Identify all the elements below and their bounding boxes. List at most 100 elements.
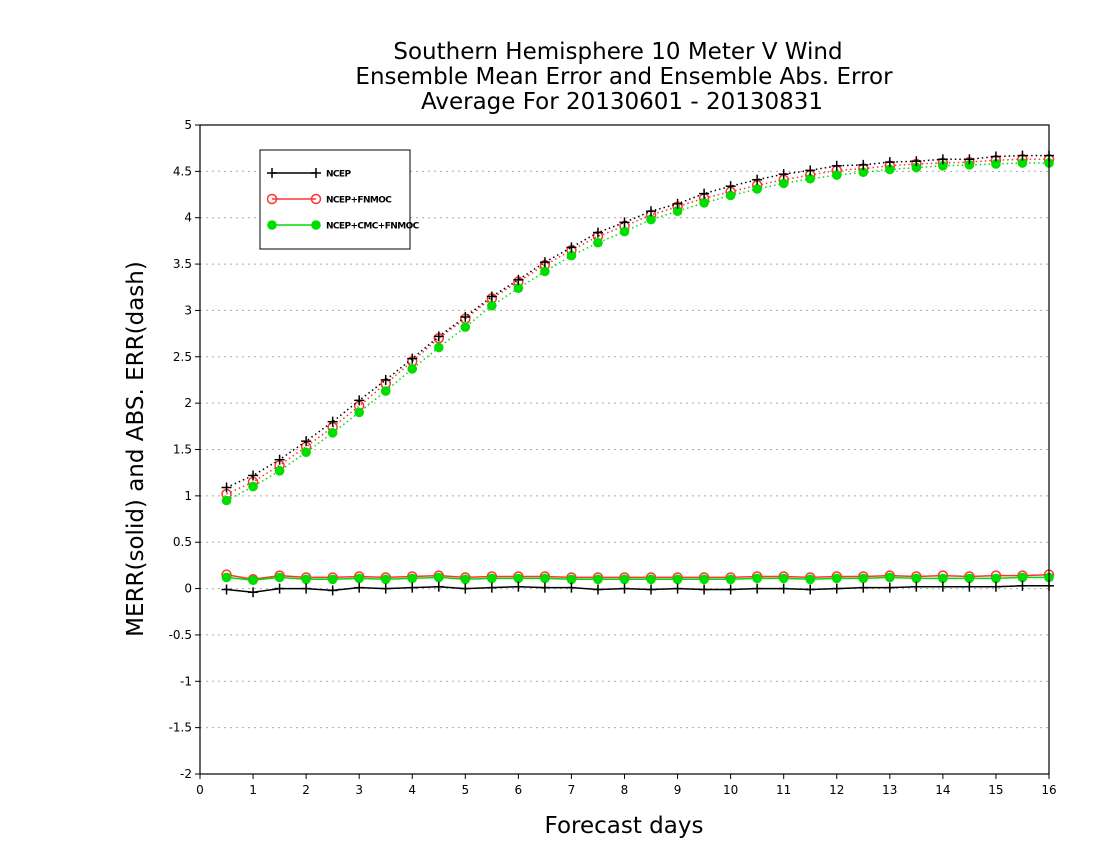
mean-error-point: [433, 581, 444, 592]
title-line-1: Southern Hemisphere 10 Meter V Wind: [393, 39, 842, 65]
abs-error-point: [274, 454, 285, 465]
x-tick-label: 13: [882, 783, 897, 797]
mean-error-point: [858, 573, 869, 584]
x-tick-label: 3: [355, 783, 363, 797]
mean-error-point: [911, 573, 922, 584]
mean-error-point: [433, 572, 444, 583]
mean-error-point: [513, 573, 524, 584]
y-tick-label: -0.5: [169, 628, 192, 642]
legend-marker: [311, 168, 321, 178]
y-tick-label: 1.5: [173, 443, 192, 457]
mean-error-point: [540, 573, 550, 584]
mean-error-point: [964, 581, 975, 592]
mean-error-point: [937, 581, 948, 592]
abs-error-point: [672, 206, 683, 217]
mean-error-point: [805, 574, 816, 585]
x-tick-label: 7: [568, 783, 576, 797]
mean-error-point: [487, 573, 497, 584]
mean-error-point: [380, 583, 391, 594]
abs-error-point: [513, 283, 524, 293]
abs-error-point: [831, 160, 842, 171]
abs-error-point: [433, 331, 444, 342]
x-tick-label: 15: [988, 783, 1003, 797]
abs-error-point: [672, 198, 683, 209]
mean-error-point: [327, 585, 338, 596]
legend-label: NCEP: [326, 170, 351, 180]
x-tick-label: 0: [196, 783, 204, 797]
abs-error-point: [752, 184, 762, 194]
mean-error-point: [407, 582, 418, 593]
abs-error-point: [991, 159, 1001, 169]
mean-error-point: [938, 573, 948, 584]
legend-item-ncep-cmc-fnmoc: NCEP+CMC+FNMOC: [267, 220, 420, 232]
abs-error-point: [752, 174, 763, 185]
x-tick-label: 1: [249, 783, 257, 797]
mean-error-point: [752, 583, 763, 594]
mean-error-point: [805, 584, 816, 595]
y-tick-label: 1: [184, 489, 192, 503]
mean-error-point: [858, 582, 869, 593]
mean-error-point: [513, 581, 524, 592]
mean-error-point: [699, 584, 710, 595]
abs-error-point: [646, 206, 657, 217]
abs-error-point: [725, 190, 736, 201]
x-tick-label: 14: [935, 783, 950, 797]
mean-error-point: [672, 574, 683, 585]
abs-error-point: [964, 154, 975, 165]
abs-error-point: [407, 353, 418, 364]
chart-legend: NCEP NCEP+FNMOC NCEP+CMC+FNMOC: [259, 149, 420, 250]
abs-error-point: [380, 374, 391, 385]
y-tick-label: 4.5: [173, 164, 192, 178]
abs-error-point: [619, 217, 630, 228]
abs-error-point: [885, 164, 895, 175]
mean-error-point: [539, 582, 550, 593]
abs-error-point: [831, 170, 842, 180]
abs-error-point: [248, 470, 259, 481]
mean-error-point: [301, 574, 311, 585]
mean-error-point: [407, 573, 418, 584]
y-tick-label: -1.5: [169, 721, 192, 735]
mean-error-point: [592, 584, 603, 595]
series-ncep: [221, 150, 1054, 598]
abs-error-point: [778, 169, 789, 180]
mean-error-point: [593, 574, 603, 585]
abs-error-point: [354, 395, 365, 406]
x-tick-label: 16: [1041, 783, 1056, 797]
mean-error-point: [778, 573, 789, 584]
mean-error-point: [964, 573, 975, 584]
mean-error-point: [778, 583, 789, 594]
abs-error-point: [805, 165, 816, 176]
x-tick-label: 11: [776, 783, 791, 797]
mean-error-point: [274, 583, 285, 594]
abs-error-point: [725, 181, 736, 192]
legend-marker: [266, 193, 278, 205]
x-tick-label: 6: [515, 783, 523, 797]
series-lines: [221, 150, 1055, 598]
abs-error-point: [592, 227, 603, 238]
mean-error-point: [354, 573, 364, 584]
x-tick-label: 2: [302, 783, 310, 797]
mean-error-point: [327, 574, 338, 585]
abs-error-point: [327, 416, 338, 427]
mean-error-point: [460, 583, 471, 594]
abs-error-point: [513, 274, 524, 285]
abs-error-point: [487, 300, 497, 311]
mean-error-point: [221, 584, 232, 595]
mean-error-point: [990, 581, 1001, 592]
abs-error-point: [354, 407, 364, 418]
x-tick-label: 4: [408, 783, 416, 797]
series-ncep-cmc-fnmoc: [221, 158, 1054, 586]
abs-error-point: [937, 154, 948, 165]
abs-error-point: [460, 311, 471, 322]
abs-error-point: [990, 151, 1001, 162]
mean-error-point: [884, 582, 895, 593]
legend-marker: [310, 193, 322, 205]
y-tick-label: -1: [180, 674, 192, 688]
y-tick-label: 2.5: [173, 350, 192, 364]
abs-error-point: [858, 159, 869, 170]
y-axis-label: MERR(solid) and ABS. ERR(dash): [123, 261, 149, 637]
y-tick-label: 0: [184, 582, 192, 596]
abs-error-point: [911, 156, 922, 167]
abs-error-point: [540, 266, 550, 277]
